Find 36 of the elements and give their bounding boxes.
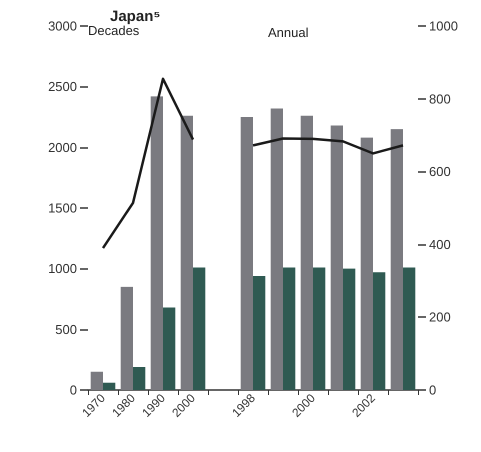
y2-tick-label: 400: [429, 236, 451, 252]
bar: [390, 129, 403, 390]
bar: [150, 96, 163, 390]
bar: [180, 116, 193, 390]
bar: [330, 125, 343, 390]
y2-tick-label: 200: [429, 310, 451, 325]
bar: [90, 372, 103, 390]
bar: [373, 272, 386, 390]
bar: [360, 138, 373, 390]
annotation: Decades: [88, 23, 140, 38]
y-tick-label: 2500: [48, 79, 77, 94]
bar: [283, 267, 296, 390]
bar: [163, 307, 176, 390]
bar: [133, 366, 146, 390]
y2-tick-label: 600: [429, 164, 451, 180]
bar: [300, 116, 313, 390]
annotation: Annual: [268, 25, 309, 40]
bar: [313, 267, 326, 390]
y-tick-label: 2000: [48, 140, 77, 155]
y2-tick-label: 0: [429, 382, 436, 398]
bar: [240, 117, 253, 390]
bar: [103, 382, 116, 390]
bar: [193, 267, 206, 390]
bar: [403, 267, 416, 390]
y-tick-label: 1000: [48, 261, 77, 276]
y-tick-label: 500: [55, 322, 77, 337]
chart-title: Japan⁵: [110, 8, 160, 25]
bar: [253, 276, 266, 390]
y-tick-label: 1500: [48, 200, 77, 216]
y2-tick-label: 1000: [429, 18, 458, 34]
y-tick-label: 0: [70, 382, 77, 398]
y-tick-label: 3000: [48, 18, 77, 34]
y2-tick-label: 800: [429, 91, 451, 106]
bar: [270, 108, 283, 390]
bar: [343, 268, 356, 390]
bar: [120, 286, 133, 390]
